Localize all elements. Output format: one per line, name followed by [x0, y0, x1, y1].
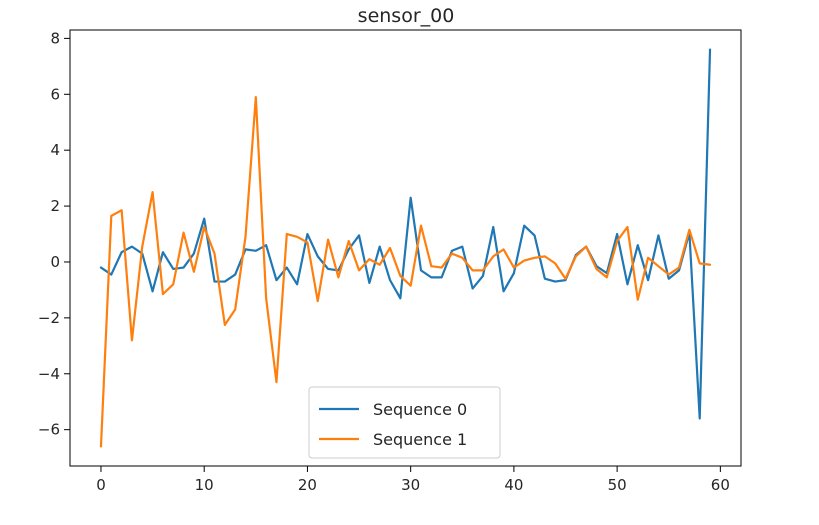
legend: Sequence 0 Sequence 1	[308, 386, 501, 459]
legend-label-1: Sequence 1	[373, 430, 467, 449]
y-tick-label: 6	[50, 85, 60, 103]
y-tick-label: −2	[38, 309, 60, 327]
y-tick-label: 2	[50, 197, 60, 215]
x-tick-label: 20	[298, 476, 317, 494]
y-tick-label: 0	[50, 253, 60, 271]
y-tick-label: 4	[50, 141, 60, 159]
x-tick-label: 50	[608, 476, 627, 494]
x-tick-label: 30	[401, 476, 420, 494]
x-tick-label: 60	[711, 476, 730, 494]
x-tick-label: 0	[96, 476, 106, 494]
y-tick-label: −4	[38, 365, 60, 383]
legend-label-0: Sequence 0	[373, 400, 467, 419]
y-tick-label: 8	[50, 29, 60, 47]
legend-box	[308, 386, 501, 459]
chart-title: sensor_00	[358, 5, 455, 27]
series-line-1	[99, 95, 712, 448]
series-line-0	[99, 48, 712, 420]
y-tick-label: −6	[38, 421, 60, 439]
plot-frame	[69, 29, 742, 467]
x-tick-label: 40	[504, 476, 523, 494]
x-tick-label: 10	[195, 476, 214, 494]
